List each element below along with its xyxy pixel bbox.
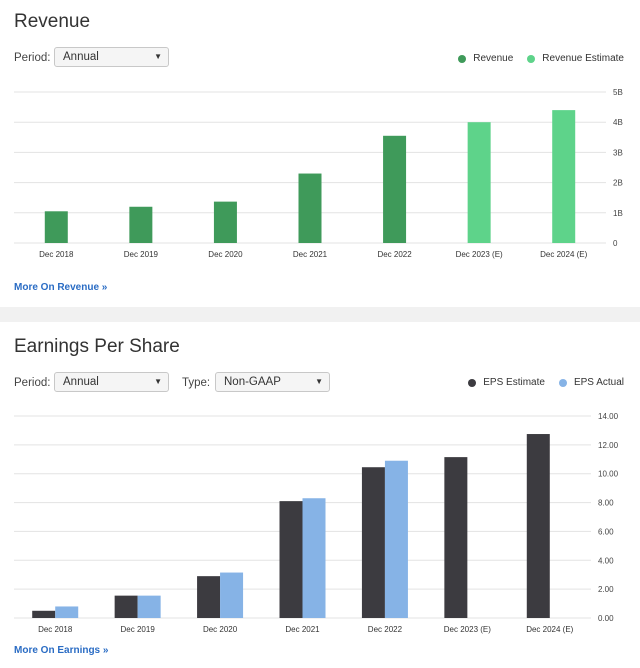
legend-item-revenue[interactable]: Revenue — [458, 53, 513, 64]
more-on-earnings-link[interactable]: More On Earnings » — [14, 645, 109, 656]
bar-eps-actual[interactable] — [384, 460, 408, 618]
bar-revenue[interactable] — [298, 173, 322, 243]
chevron-down-icon: ▼ — [154, 52, 162, 61]
eps-period-select[interactable]: Annual ▼ — [54, 372, 169, 392]
legend-label: EPS Actual — [573, 377, 624, 388]
legend-label: Revenue Estimate — [542, 53, 624, 64]
y-tick-label: 8.00 — [598, 499, 614, 508]
revenue-legend: Revenue Revenue Estimate — [444, 53, 624, 64]
bar-eps-actual[interactable] — [220, 572, 244, 618]
y-tick-label: 0.00 — [598, 614, 614, 623]
y-tick-label: 6.00 — [598, 527, 614, 536]
eps-type-label: Type: — [182, 377, 211, 389]
eps-period-label: Period: — [14, 377, 51, 389]
legend-item-eps-actual[interactable]: EPS Actual — [558, 377, 624, 388]
y-tick-label: 10.00 — [598, 470, 619, 479]
legend-dot-icon — [558, 378, 567, 387]
x-tick-label: Dec 2024 (E) — [540, 250, 587, 259]
y-tick-label: 14.00 — [598, 412, 619, 421]
bar-eps-estimate[interactable] — [197, 576, 221, 618]
revenue-period-select[interactable]: Annual ▼ — [54, 47, 169, 67]
y-tick-label: 4.00 — [598, 556, 614, 565]
x-tick-label: Dec 2024 (E) — [526, 625, 573, 634]
x-tick-label: Dec 2020 — [203, 625, 238, 634]
chevron-down-icon: ▼ — [315, 377, 323, 386]
bar-revenue-estimate[interactable] — [467, 122, 491, 243]
x-tick-label: Dec 2022 — [368, 625, 403, 634]
legend-dot-icon — [527, 54, 536, 63]
legend-label: EPS Estimate — [483, 377, 545, 388]
y-tick-label: 5B — [613, 88, 623, 97]
x-tick-label: Dec 2019 — [121, 625, 156, 634]
eps-type-value: Non-GAAP — [224, 376, 281, 388]
bar-eps-estimate[interactable] — [114, 595, 138, 618]
y-tick-label: 0 — [613, 239, 618, 248]
bar-eps-estimate[interactable] — [279, 501, 303, 618]
legend-dot-icon — [458, 54, 467, 63]
legend-item-eps-estimate[interactable]: EPS Estimate — [468, 377, 545, 388]
eps-period-value: Annual — [63, 376, 99, 388]
y-tick-label: 2B — [613, 179, 623, 188]
x-tick-label: Dec 2018 — [39, 250, 74, 259]
legend-dot-icon — [468, 378, 477, 387]
bar-eps-actual[interactable] — [137, 595, 161, 618]
bar-eps-actual[interactable] — [302, 498, 326, 618]
bar-eps-estimate[interactable] — [444, 457, 468, 618]
legend-label: Revenue — [473, 53, 514, 64]
bar-revenue[interactable] — [213, 201, 237, 243]
y-tick-label: 4B — [613, 118, 623, 127]
eps-title: Earnings Per Share — [14, 336, 180, 357]
revenue-chart: 0 1B 2B 3B 4B 5B Dec 2018 Dec 2019 Dec 2020 Dec 2… — [14, 88, 623, 259]
y-tick-label: 2.00 — [598, 585, 614, 594]
revenue-title: Revenue — [14, 11, 91, 32]
chevron-down-icon: ▼ — [154, 377, 162, 386]
x-tick-label: Dec 2020 — [208, 250, 243, 259]
eps-panel: Earnings Per Share Period: Annual ▼ Type… — [0, 322, 640, 668]
x-tick-label: Dec 2019 — [124, 250, 159, 259]
revenue-period-value: Annual — [63, 51, 99, 63]
eps-chart: 0.00 2.00 4.00 6.00 8.00 10.00 12.00 14.00 Dec 2… — [14, 412, 619, 634]
bar-revenue[interactable] — [129, 206, 153, 243]
eps-type-select[interactable]: Non-GAAP ▼ — [215, 372, 330, 392]
x-tick-label: Dec 2022 — [377, 250, 412, 259]
legend-item-revenue-estimate[interactable]: Revenue Estimate — [527, 53, 624, 64]
bar-revenue[interactable] — [44, 211, 68, 243]
bar-revenue-estimate[interactable] — [552, 110, 576, 244]
bar-eps-estimate[interactable] — [361, 467, 385, 618]
bar-eps-estimate[interactable] — [32, 610, 56, 618]
y-tick-label: 12.00 — [598, 441, 619, 450]
revenue-period-label: Period: — [14, 52, 51, 64]
x-tick-label: Dec 2021 — [293, 250, 328, 259]
y-tick-label: 1B — [613, 209, 623, 218]
x-tick-label: Dec 2021 — [285, 625, 320, 634]
x-tick-label: Dec 2018 — [38, 625, 73, 634]
x-tick-label: Dec 2023 (E) — [456, 250, 503, 259]
y-tick-label: 3B — [613, 148, 623, 157]
x-tick-label: Dec 2023 (E) — [444, 625, 491, 634]
more-on-revenue-link[interactable]: More On Revenue » — [14, 282, 108, 293]
revenue-panel: Revenue Period: Annual ▼ Revenue Revenue… — [0, 0, 640, 307]
bar-eps-actual[interactable] — [55, 606, 79, 618]
bar-revenue[interactable] — [383, 135, 407, 243]
eps-legend: EPS Estimate EPS Actual — [454, 377, 624, 388]
bar-eps-estimate[interactable] — [526, 434, 550, 618]
